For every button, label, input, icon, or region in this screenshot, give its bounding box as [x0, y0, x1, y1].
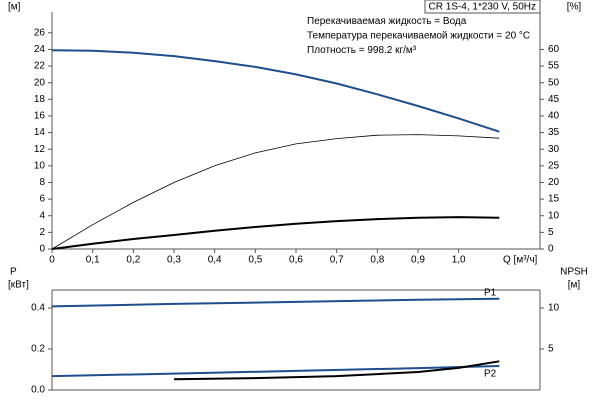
y2-tick-label: 30	[548, 144, 560, 155]
info-text: Плотность = 998.2 кг/м³	[307, 45, 417, 56]
y-unit: [м]	[8, 2, 21, 13]
y-unit: [кВт]	[8, 280, 29, 291]
x-tick-label: 1,0	[452, 255, 466, 266]
y-tick-label: 0.2	[31, 344, 45, 355]
series-line	[51, 216, 500, 250]
y-tick-label: 22	[34, 61, 46, 72]
series-line	[173, 360, 500, 381]
series-line	[51, 297, 500, 308]
y2-tick-label: 60	[548, 44, 560, 55]
y-tick-label: 10	[34, 160, 46, 171]
y2-tick-label: 0	[548, 244, 554, 255]
x-tick-label: 0,7	[330, 255, 344, 266]
x-tick-label: 0,9	[411, 255, 425, 266]
y-tick-label: 18	[34, 94, 46, 105]
y-tick-label: 2	[39, 227, 45, 238]
x-tick-label: 0,4	[208, 255, 222, 266]
series-label: P2	[484, 369, 497, 380]
y-tick-label: 4	[39, 210, 45, 221]
series-label: P1	[484, 287, 497, 298]
y2-tick-label: 55	[548, 61, 560, 72]
x-tick-label: 0,2	[126, 255, 140, 266]
y2-label: NPSH	[560, 267, 588, 278]
y2-tick-label: 10	[548, 303, 560, 314]
y2-tick-label: 15	[548, 194, 560, 205]
y-label: P	[10, 267, 17, 278]
y2-unit: [м]	[568, 280, 581, 291]
y-tick-label: 6	[39, 194, 45, 205]
y2-tick-label: 35	[548, 127, 560, 138]
y2-tick-label: 25	[548, 160, 560, 171]
x-tick-label: 0,6	[289, 255, 303, 266]
y-tick-label: 0	[39, 244, 45, 255]
x-label: Q [м³/ч]	[503, 255, 538, 266]
info-text: Температура перекачиваемой жидкости = 20…	[307, 31, 530, 42]
series-line	[51, 134, 500, 250]
info-text: Перекачиваемая жидкость = Вода	[307, 16, 467, 27]
y2-tick-label: 50	[548, 77, 560, 88]
y2-tick-label: 5	[548, 227, 554, 238]
y-tick-label: 14	[34, 127, 46, 138]
y2-tick-label: 20	[548, 177, 560, 188]
y-tick-label: 24	[34, 44, 46, 55]
y2-unit: [%]	[567, 2, 582, 13]
info-box	[424, 0, 541, 14]
x-tick-label: 0,1	[86, 255, 100, 266]
y-tick-label: 0.0	[31, 385, 45, 396]
x-tick-label: 0	[49, 255, 55, 266]
x-tick-label: 0,3	[167, 255, 181, 266]
y2-tick-label: 40	[548, 111, 560, 122]
y2-tick-label: 45	[548, 94, 560, 105]
y-tick-label: 26	[34, 27, 46, 38]
x-tick-label: 0,8	[370, 255, 384, 266]
series-line	[51, 49, 500, 133]
y-tick-label: 16	[34, 111, 46, 122]
y-tick-label: 0.4	[31, 303, 45, 314]
y-tick-label: 12	[34, 144, 46, 155]
series-line	[51, 365, 500, 378]
y2-tick-label: 10	[548, 210, 560, 221]
y2-tick-label: 5	[548, 344, 554, 355]
x-tick-label: 0,5	[248, 255, 262, 266]
y-tick-label: 8	[39, 177, 45, 188]
info-text: CR 1S-4, 1*230 V, 50Hz	[429, 2, 536, 13]
y-tick-label: 20	[34, 77, 46, 88]
